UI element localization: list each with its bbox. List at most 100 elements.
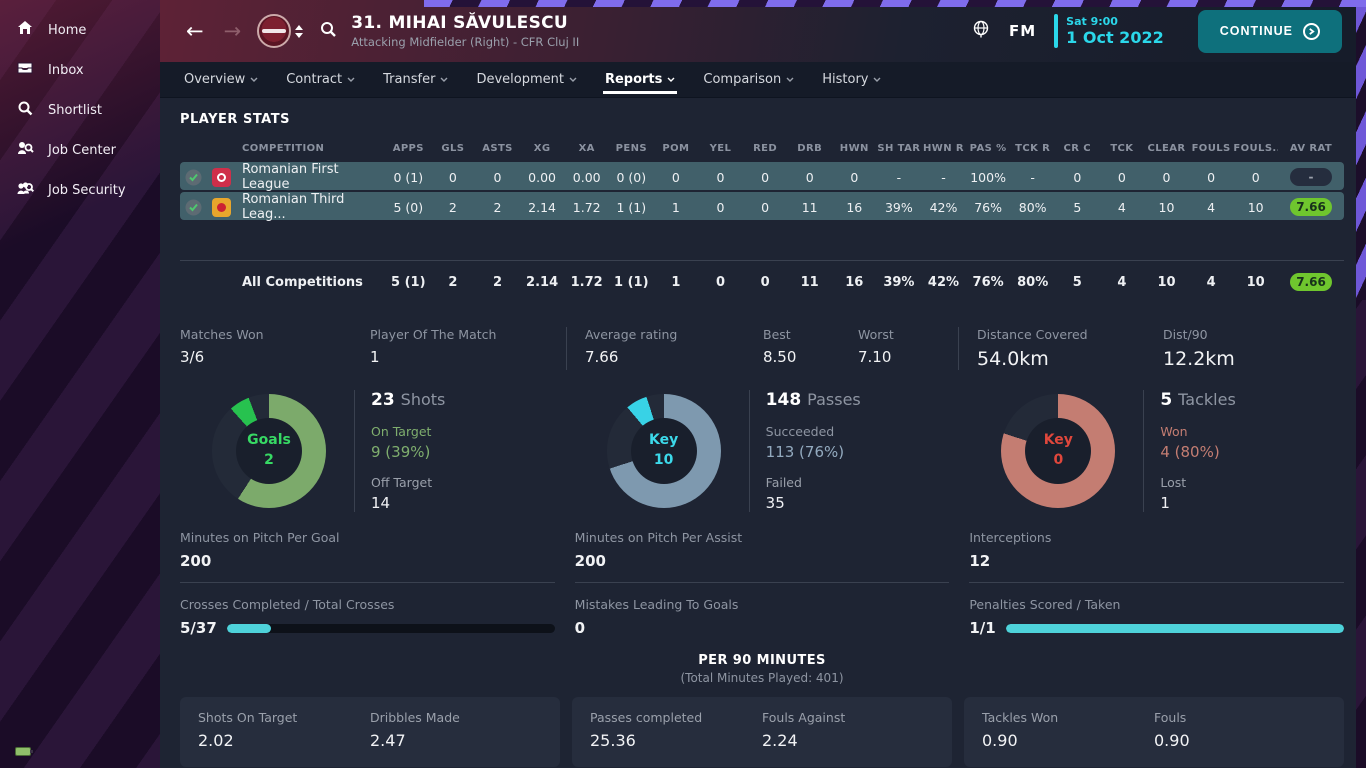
tab-overview[interactable]: Overview [170, 62, 272, 97]
table-row-romanian-third-league[interactable]: Romanian Third Leag... 5 (0) 2 2 2.14 1.72 1 … [180, 192, 1344, 222]
stat-cell: PAS % [969, 143, 1007, 154]
won-stat: Won 4 (80%) [1160, 424, 1220, 461]
stat-cell: 0 [805, 169, 814, 185]
stat-cell: GLS [441, 143, 465, 154]
totals-label: All Competitions [242, 274, 363, 290]
sidebar-item-inbox[interactable]: Inbox [0, 50, 160, 90]
dribbles-made-per90: Dribbles Made 2.47 [370, 710, 460, 750]
stat-cell: 2 [492, 274, 503, 290]
table-header-row[interactable]: COMPETITION APPS GLS ASTS XG XA PENS POM YEL RED… [180, 143, 1344, 154]
stat-cell: 0 [448, 169, 457, 185]
sidebar-item-job-center[interactable]: Job Center [0, 130, 160, 170]
stat-cell: - [1030, 169, 1035, 185]
competition-name: Romanian First League [242, 162, 339, 192]
tab-transfer[interactable]: Transfer [369, 62, 462, 97]
stat-cell: 0 [850, 169, 859, 185]
stat-cell: - [896, 169, 902, 185]
stat-cell: 10 [1157, 274, 1176, 290]
column-competition[interactable]: COMPETITION [242, 143, 325, 154]
table-row-romanian-first-league[interactable]: Romanian First League 0 (1) 0 0 0.00 0.00 0 (… [180, 162, 1344, 192]
continue-button[interactable]: CONTINUE [1197, 9, 1342, 53]
search-button[interactable] [319, 20, 337, 42]
stat-cell: 1 (1) [614, 274, 649, 290]
decorative-stripe-top [424, 0, 1366, 7]
column-avrat[interactable]: AV RAT [1289, 143, 1333, 154]
stat-cell: 2.14 [526, 274, 559, 290]
stat-cell: 1 [671, 199, 680, 215]
stat-cell: RED [753, 143, 778, 154]
sidebar-item-job-security[interactable]: Job Security [0, 170, 160, 210]
stat-cell: 5 (1) [391, 274, 426, 290]
per-90-card-defending: Tackles Won 0.90 Fouls 0.90 [964, 697, 1344, 767]
chevron-right-circle-icon [1303, 22, 1320, 40]
crosses-progress-bar [226, 623, 555, 633]
stat-cell: DRB [797, 143, 823, 154]
stat-cell: 2 [448, 199, 457, 215]
club-crest-selector[interactable] [257, 14, 304, 48]
stat-cell: 16 [845, 274, 864, 290]
tab-development[interactable]: Development [462, 62, 591, 97]
stat-cell: 0 [761, 199, 770, 215]
tab-contract[interactable]: Contract [272, 62, 369, 97]
page-subtitle: Attacking Midfielder (Right) - CFR Cluj … [351, 35, 580, 49]
stat-cell: ASTS [482, 143, 513, 154]
stat-dist-per-90: Dist/90 12.2km [1163, 327, 1235, 370]
stat-cell: 1 (1) [616, 199, 647, 215]
stat-cell: 80% [1018, 199, 1047, 215]
stat-cell: 100% [970, 169, 1006, 185]
back-button[interactable]: ← [186, 19, 204, 43]
average-rating-badge: 7.66 [1290, 273, 1332, 291]
globe-icon[interactable] [971, 19, 991, 43]
stat-cell: 11 [801, 199, 818, 215]
minutes-per-assist: Minutes on Pitch Per Assist 200 [574, 530, 950, 583]
stat-cell: PENS [615, 143, 647, 154]
main-panel: ← → 31. MIHAI SĂVULESCU Attacking Midfie… [160, 0, 1356, 768]
fm-logo[interactable]: FM [1008, 22, 1037, 40]
club-crest-icon [257, 14, 292, 48]
chevron-down-icon [250, 77, 258, 82]
stat-cell: 39% [883, 274, 915, 290]
stat-cell: 0 [716, 169, 725, 185]
stat-cell: XA [578, 143, 595, 154]
game-time: Sat 9:00 [1066, 15, 1118, 28]
stat-cell: 0.00 [528, 169, 557, 185]
tab-comparison[interactable]: Comparison [689, 62, 808, 97]
date-accent-bar [1054, 14, 1059, 48]
crest-spinner[interactable] [295, 24, 304, 38]
played-check-icon [180, 169, 206, 186]
per-90-card-passing: Passes completed 25.36 Fouls Against 2.2… [572, 697, 952, 767]
game-date-value: 1 Oct 2022 [1066, 28, 1164, 47]
stat-cell: - [941, 169, 946, 185]
table-totals-row: All Competitions 5 (1) 2 2 2.14 1.72 1 (1) 1 0 0… [180, 260, 1344, 303]
stat-cell: 4 [1117, 199, 1126, 215]
forward-button[interactable]: → [223, 19, 242, 43]
sidebar: Home Inbox Shortlist Job Center Job Secu… [0, 0, 160, 768]
sidebar-item-shortlist[interactable]: Shortlist [0, 90, 160, 130]
sidebar-item-label: Home [48, 22, 87, 38]
sidebar-item-label: Shortlist [48, 102, 102, 118]
sidebar-item-home[interactable]: Home [0, 10, 160, 50]
tab-reports[interactable]: Reports [591, 62, 689, 97]
stat-cell: 0 [715, 274, 726, 290]
stat-cell: 76% [974, 199, 1002, 215]
stat-cell: 5 [1072, 274, 1082, 290]
competition-badge-icon [206, 167, 236, 187]
penalties-progress-bar [1005, 623, 1344, 633]
fouls-against-per90: Fouls Against 2.24 [762, 710, 846, 750]
stat-cell: 0 [760, 274, 770, 290]
page-title: 31. MIHAI SĂVULESCU [351, 13, 568, 33]
decorative-stripe-right [1356, 0, 1366, 300]
tab-history[interactable]: History [808, 62, 895, 97]
succeeded-stat: Succeeded 113 (76%) [765, 424, 845, 461]
column-headers[interactable]: APPS GLS ASTS XG XA PENS POM YEL RED DRB HWN SH TAR… [386, 143, 1278, 154]
title-bar: ← → 31. MIHAI SĂVULESCU Attacking Midfie… [160, 0, 1356, 62]
fouls-per90: Fouls 0.90 [1154, 710, 1190, 750]
inbox-icon [16, 59, 34, 81]
stat-cell: 10 [1246, 274, 1265, 290]
continue-label: CONTINUE [1219, 24, 1293, 38]
chevron-down-icon [347, 77, 355, 82]
sidebar-item-label: Job Center [48, 142, 116, 158]
stat-cell: 0 (0) [616, 169, 647, 185]
row-values: 5 (0) 2 2 2.14 1.72 1 (1) 1 0 0 11 16 39% 42% 76% 80% 5… [386, 200, 1278, 215]
